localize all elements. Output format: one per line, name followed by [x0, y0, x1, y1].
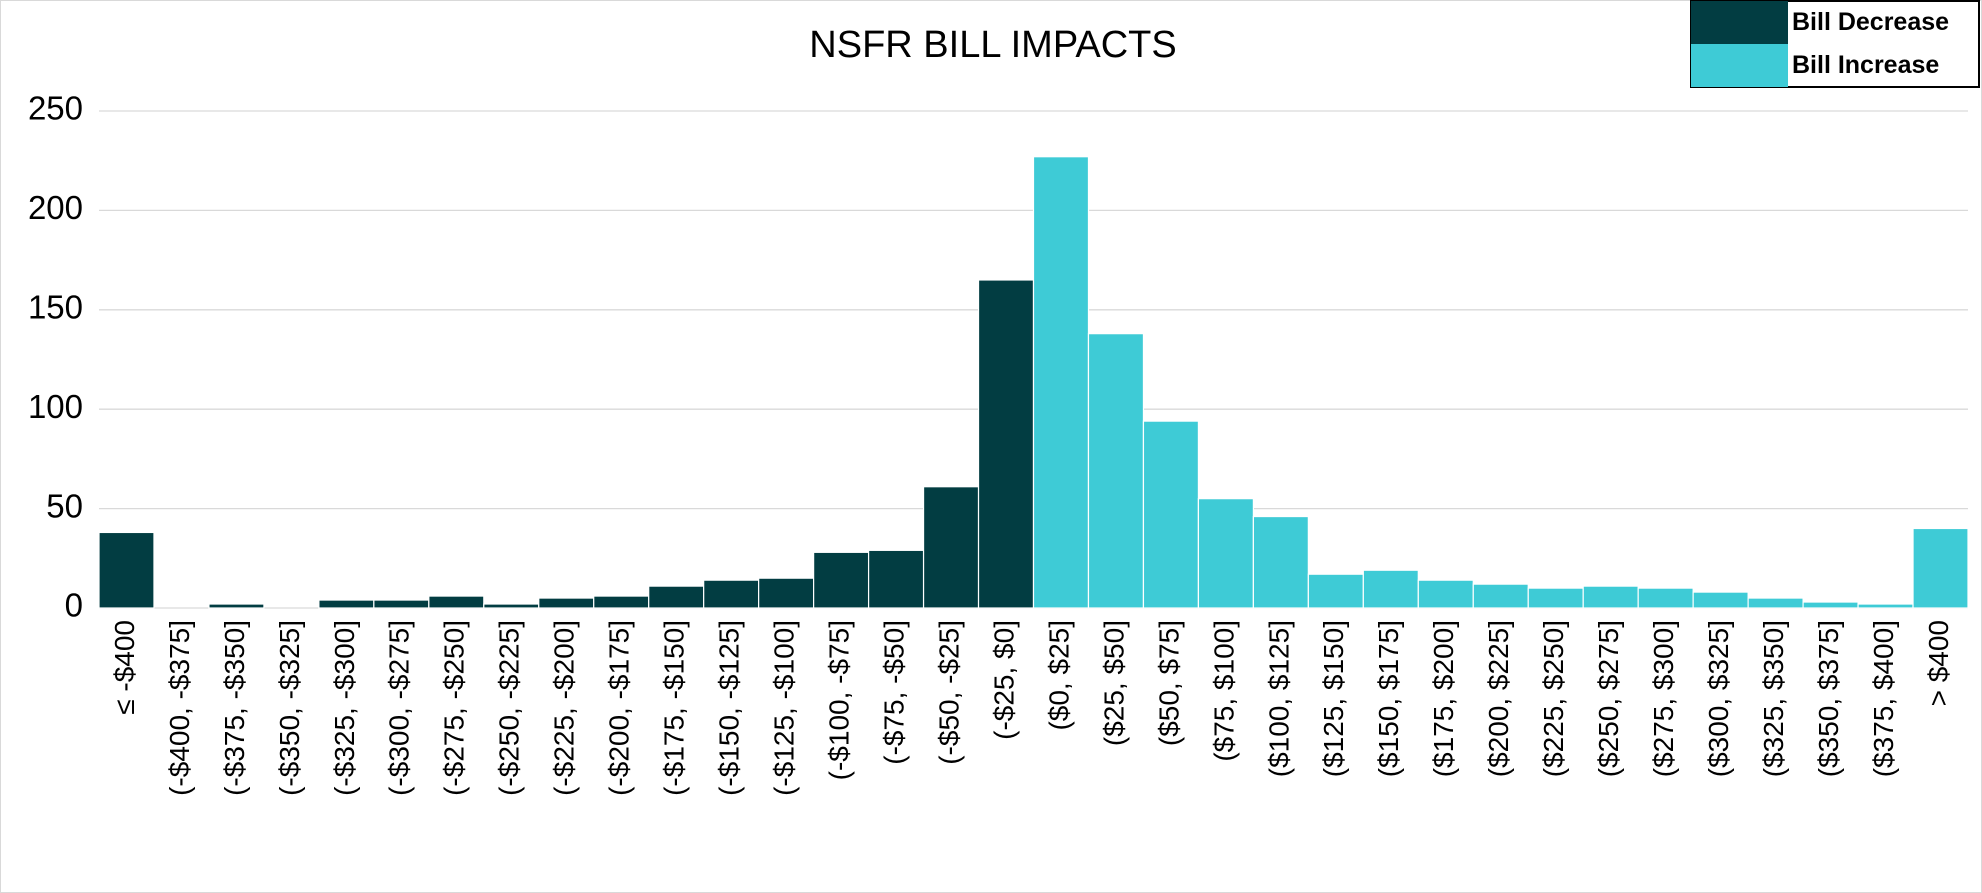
bar — [648, 585, 705, 609]
bar — [538, 597, 595, 609]
x-tick-label: ($125, $150] — [1318, 620, 1349, 777]
x-tick-label: (-$375, -$350] — [219, 620, 250, 796]
x-tick-label: (-$200, -$175] — [604, 620, 635, 796]
x-tick-label: (-$325, -$300] — [329, 620, 360, 796]
x-tick-label: ($375, $400] — [1868, 620, 1899, 777]
x-tick-label: ($150, $175] — [1373, 620, 1404, 777]
x-tick-label: ($0, $25] — [1043, 620, 1074, 731]
bar — [1032, 156, 1090, 609]
bar — [867, 549, 925, 609]
x-tick-label: ($100, $125] — [1263, 620, 1294, 777]
x-tick-label: ≤ -$400 — [109, 620, 140, 715]
x-tick-label: (-$250, -$225] — [494, 620, 525, 796]
bar — [1527, 587, 1584, 609]
bar — [1857, 603, 1914, 609]
bar — [1582, 585, 1639, 609]
x-tick-label: (-$300, -$275] — [384, 620, 415, 796]
y-tick-label: 50 — [46, 487, 83, 524]
x-tick-label: (-$150, -$125] — [714, 620, 745, 796]
x-tick-label: ($350, $375] — [1813, 620, 1844, 777]
bar — [428, 595, 485, 609]
legend-swatch — [1691, 1, 1788, 44]
legend-label: Bill Decrease — [1792, 8, 1949, 36]
x-tick-label: (-$25, $0] — [988, 620, 1019, 740]
x-tick-label: ($325, $350] — [1758, 620, 1789, 777]
x-tick-label: (-$400, -$375] — [164, 620, 195, 796]
x-tick-label: (-$175, -$150] — [659, 620, 690, 796]
bar — [1472, 583, 1529, 609]
x-tick-label: (-$350, -$325] — [274, 620, 305, 796]
x-tick-label: (-$100, -$75] — [823, 620, 854, 780]
x-tick-label: > $400 — [1923, 620, 1954, 706]
legend-label: Bill Increase — [1792, 51, 1939, 79]
bar — [1637, 587, 1694, 609]
x-tick-label: (-$225, -$200] — [549, 620, 580, 796]
bar — [1307, 573, 1364, 609]
x-tick-label: ($275, $300] — [1648, 620, 1679, 777]
bar — [98, 531, 155, 609]
x-tick-label: ($175, $200] — [1428, 620, 1459, 777]
bar — [703, 579, 760, 609]
x-tick-label: ($25, $50] — [1098, 620, 1129, 746]
x-tick-label: ($75, $100] — [1208, 620, 1239, 762]
x-tick-label: (-$50, -$25] — [933, 620, 964, 765]
y-tick-label: 150 — [28, 289, 83, 326]
bar — [1747, 597, 1804, 609]
bar — [1417, 579, 1474, 609]
bar — [1912, 527, 1969, 609]
bar — [1802, 601, 1859, 609]
bar — [1197, 498, 1254, 609]
legend-swatch — [1691, 44, 1788, 87]
y-tick-label: 0 — [65, 587, 83, 624]
bar — [373, 599, 430, 609]
bar — [1087, 333, 1145, 609]
y-tick-label: 200 — [28, 189, 83, 226]
x-tick-label: ($200, $225] — [1483, 620, 1514, 777]
bar — [922, 486, 980, 609]
y-tick-label: 100 — [28, 388, 83, 425]
bar — [758, 577, 815, 609]
bar — [1252, 515, 1309, 609]
x-tick-label: ($50, $75] — [1153, 620, 1184, 746]
bar — [1142, 420, 1200, 609]
bar — [483, 603, 540, 609]
chart-title: NSFR BILL IMPACTS — [809, 24, 1176, 66]
x-tick-label: (-$125, -$100] — [769, 620, 800, 796]
bar — [813, 551, 870, 609]
y-tick-label: 250 — [28, 90, 83, 127]
bar — [1362, 569, 1419, 609]
x-tick-label: (-$75, -$50] — [878, 620, 909, 765]
x-tick-label: ($300, $325] — [1703, 620, 1734, 777]
bar — [318, 599, 375, 609]
bar — [208, 603, 265, 609]
bar — [977, 279, 1035, 609]
x-tick-label: ($225, $250] — [1538, 620, 1569, 777]
bar — [593, 595, 650, 609]
x-tick-label: ($250, $275] — [1593, 620, 1624, 777]
bar — [1692, 591, 1749, 609]
x-tick-label: (-$275, -$250] — [439, 620, 470, 796]
